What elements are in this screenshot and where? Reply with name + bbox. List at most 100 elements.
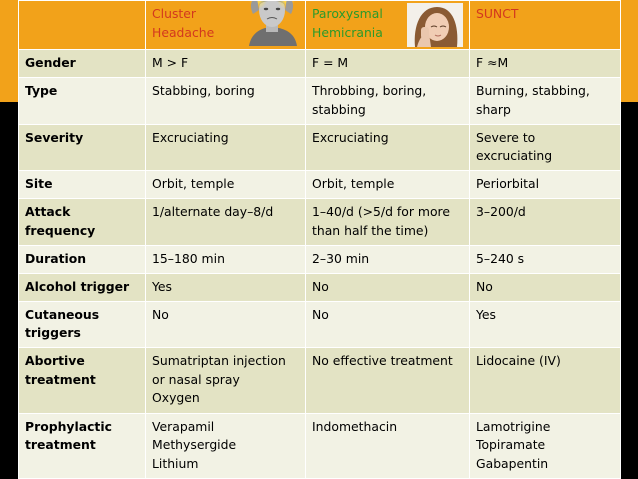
table-row: Gender M > F F = M F ≈M xyxy=(18,49,621,79)
row-label: Duration xyxy=(18,244,146,274)
headache-comparison-table: Cluster Headache xyxy=(18,0,621,479)
cell-line: Methysergide xyxy=(152,437,237,453)
table-row: Prophylactic treatment Verapamil Methyserg… xyxy=(18,412,621,479)
cell-cluster: Excruciating xyxy=(145,123,306,172)
table-row: Alcohol trigger Yes No No xyxy=(18,272,621,302)
decorative-bar-left xyxy=(0,0,18,102)
header-sunct: SUNCT xyxy=(469,0,621,51)
cell-line: Lidocaine (IV) xyxy=(476,353,561,369)
header-paroxysmal-hemicrania: Paroxysmal Hemicrania xyxy=(305,0,470,51)
cell-sunct: Yes xyxy=(469,300,621,349)
cell-line: Stabbing, boring xyxy=(152,83,255,99)
cell-paroxysmal: No xyxy=(305,272,470,302)
cell-sunct: 3–200/d xyxy=(469,198,621,246)
header-cluster-line2: Headache xyxy=(152,24,215,40)
row-label: Attack frequency xyxy=(18,198,146,246)
cell-line: 2–30 min xyxy=(312,250,370,266)
cell-sunct: F ≈M xyxy=(469,49,621,79)
cell-line: Orbit, temple xyxy=(312,176,395,192)
cell-cluster: Stabbing, boring xyxy=(145,77,306,125)
cell-line: Oxygen xyxy=(152,390,200,406)
row-label: Gender xyxy=(18,49,146,79)
cell-line: Excruciating xyxy=(152,129,229,145)
cell-line: 15–180 min xyxy=(152,250,225,266)
cell-cluster: Verapamil Methysergide Lithium xyxy=(145,412,306,479)
row-label: Alcohol trigger xyxy=(18,272,146,302)
cell-line: No xyxy=(312,278,329,294)
cell-cluster: Sumatriptan injection or nasal spray Oxyge… xyxy=(145,347,306,414)
cell-line: or nasal spray xyxy=(152,371,240,387)
cell-paroxysmal: 2–30 min xyxy=(305,244,470,274)
cell-line: Topiramate xyxy=(476,437,546,453)
cell-line: Periorbital xyxy=(476,176,540,192)
row-label: Type xyxy=(18,77,146,125)
cell-line: Lamotrigine xyxy=(476,418,551,434)
cell-line: Verapamil xyxy=(152,418,215,434)
cell-sunct: No xyxy=(469,272,621,302)
cell-sunct: Periorbital xyxy=(469,170,621,200)
header-paroxysmal-line2: Hemicrania xyxy=(312,24,383,40)
cell-line: Yes xyxy=(476,306,497,322)
header-corner-cell xyxy=(18,0,146,51)
cell-cluster: No xyxy=(145,300,306,349)
cell-cluster: 15–180 min xyxy=(145,244,306,274)
cell-line: than half the time) xyxy=(312,222,429,238)
cell-cluster: 1/alternate day–8/d xyxy=(145,198,306,246)
row-label: Abortive treatment xyxy=(18,347,146,414)
cell-line: Throbbing, boring, xyxy=(312,83,427,99)
row-label: Site xyxy=(18,170,146,200)
table-row: Attack frequency 1/alternate day–8/d 1–40/… xyxy=(18,198,621,246)
cell-cluster: Yes xyxy=(145,272,306,302)
cell-line: sharp xyxy=(476,101,511,117)
row-label: Severity xyxy=(18,123,146,172)
table-header-row: Cluster Headache xyxy=(18,0,621,51)
cell-line: No xyxy=(312,306,329,322)
decorative-bar-right xyxy=(620,0,638,102)
table-row: Severity Excruciating Excruciating Severe t… xyxy=(18,123,621,172)
woman-with-headache-icon xyxy=(407,3,463,48)
cell-paroxysmal: Throbbing, boring, stabbing xyxy=(305,77,470,125)
row-label: Prophylactic treatment xyxy=(18,412,146,479)
cell-paroxysmal: F = M xyxy=(305,49,470,79)
cell-paroxysmal: No effective treatment xyxy=(305,347,470,414)
cell-line: Severe to xyxy=(476,129,536,145)
cell-paroxysmal: 1–40/d (>5/d for more than half the time) xyxy=(305,198,470,246)
cell-line: stabbing xyxy=(312,101,366,117)
cell-line: Excruciating xyxy=(312,129,389,145)
cell-line: 1/alternate day–8/d xyxy=(152,204,274,220)
cell-line: No xyxy=(152,306,169,322)
table-row: Type Stabbing, boring Throbbing, boring, st… xyxy=(18,77,621,125)
cell-cluster: Orbit, temple xyxy=(145,170,306,200)
man-with-headache-icon xyxy=(249,1,297,47)
cell-line: 3–200/d xyxy=(476,204,526,220)
table-body: Gender M > F F = M F ≈M Type Stabbing, boring… xyxy=(18,49,621,479)
header-paroxysmal-line1: Paroxysmal xyxy=(312,6,383,21)
cell-sunct: 5–240 s xyxy=(469,244,621,274)
cell-line: Yes xyxy=(152,278,173,294)
table-row: Abortive treatment Sumatriptan injection o… xyxy=(18,347,621,414)
row-label: Cutaneous triggers xyxy=(18,300,146,349)
cell-paroxysmal: No xyxy=(305,300,470,349)
cell-line: M > F xyxy=(152,55,189,71)
cell-paroxysmal: Orbit, temple xyxy=(305,170,470,200)
cell-line: No xyxy=(476,278,493,294)
cell-line: 1–40/d (>5/d for more xyxy=(312,204,450,220)
cell-sunct: Severe to excruciating xyxy=(469,123,621,172)
header-cluster-line1: Cluster xyxy=(152,6,196,21)
table-row: Cutaneous triggers No No Yes xyxy=(18,300,621,349)
cell-line: No effective treatment xyxy=(312,353,453,369)
header-sunct-line1: SUNCT xyxy=(476,6,519,21)
header-cluster-headache: Cluster Headache xyxy=(145,0,306,51)
cell-line: F ≈M xyxy=(476,55,509,71)
cell-sunct: Burning, stabbing, sharp xyxy=(469,77,621,125)
cell-line: Indomethacin xyxy=(312,418,398,434)
cell-line: Gabapentin xyxy=(476,455,549,471)
cell-line: Burning, stabbing, xyxy=(476,83,590,99)
cell-line: Lithium xyxy=(152,455,199,471)
table-row: Site Orbit, temple Orbit, temple Periorbita… xyxy=(18,170,621,200)
table-row: Duration 15–180 min 2–30 min 5–240 s xyxy=(18,244,621,274)
cell-sunct: Lidocaine (IV) xyxy=(469,347,621,414)
cell-line: F = M xyxy=(312,55,349,71)
cell-sunct: Lamotrigine Topiramate Gabapentin xyxy=(469,412,621,479)
cell-line: excruciating xyxy=(476,148,553,164)
